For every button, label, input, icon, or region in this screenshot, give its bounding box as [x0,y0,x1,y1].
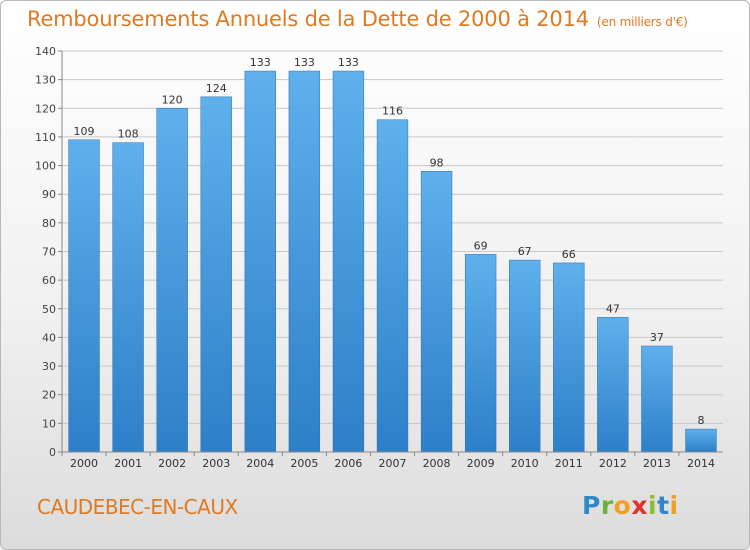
bar [553,262,585,453]
bar [509,259,541,453]
bar [464,254,497,453]
x-tick-label: 2012 [599,457,627,470]
bar [641,345,673,453]
x-tick-label: 2001 [114,457,142,470]
bar-value-label: 133 [294,56,315,69]
bar [288,70,321,453]
bar-value-label: 120 [162,93,183,106]
bar [156,108,188,453]
y-tick-label: 40 [42,331,56,344]
y-tick-label: 30 [42,360,56,373]
bar-value-label: 47 [606,302,620,315]
bar-value-label: 69 [474,239,488,252]
y-tick-label: 10 [42,417,56,430]
proxiti-logo: Proxiti [582,491,679,520]
x-tick-label: 2009 [467,457,495,470]
y-tick-label: 70 [42,246,56,259]
bar [200,96,232,453]
logo-letter: o [613,491,632,520]
bar-value-label: 67 [518,245,532,258]
x-tick-label: 2002 [158,457,186,470]
bar-value-label: 37 [650,331,664,344]
unit-note: (en milliers d'€) [596,15,688,29]
x-tick-label: 2006 [334,457,362,470]
y-tick-label: 20 [42,389,56,402]
y-tick-label: 120 [35,102,56,115]
bar-value-label: 133 [338,56,359,69]
title-text: Remboursements Annuels de la Dette de 20… [27,7,589,31]
y-tick-label: 60 [42,274,56,287]
x-tick-label: 2007 [379,457,407,470]
bar-value-label: 116 [382,105,403,118]
bar [68,139,100,453]
y-tick-label: 110 [35,131,56,144]
bar [376,119,409,453]
bar [597,317,629,453]
bar-value-label: 8 [697,414,704,427]
x-tick-label: 2014 [687,457,715,470]
logo-letter: r [600,491,614,520]
y-tick-label: 100 [35,160,56,173]
x-tick-label: 2003 [202,457,230,470]
x-tick-label: 2005 [290,457,318,470]
bar [332,70,365,453]
y-tick-label: 130 [35,74,56,87]
y-tick-label: 0 [49,446,56,459]
bar-value-label: 133 [250,56,271,69]
chart-title: Remboursements Annuels de la Dette de 20… [27,7,688,31]
logo-letter: x [631,491,648,520]
bar [685,428,717,453]
y-tick-label: 50 [42,303,56,316]
city-name: CAUDEBEC-EN-CAUX [37,495,238,519]
bar [112,142,144,453]
y-tick-label: 90 [42,188,56,201]
logo-letter: P [582,491,601,520]
logo-letter: i [648,491,658,520]
logo-letter: t [657,491,670,520]
bar-value-label: 124 [206,82,227,95]
x-tick-label: 2013 [643,457,671,470]
x-tick-label: 2004 [246,457,274,470]
bar [420,171,453,453]
bar [244,70,276,453]
x-tick-label: 2000 [70,457,98,470]
y-tick-label: 140 [35,45,56,58]
bar-value-label: 66 [562,248,576,261]
y-tick-label: 80 [42,217,56,230]
x-tick-label: 2011 [555,457,583,470]
bar-value-label: 108 [118,128,139,141]
bar-value-label: 98 [430,156,444,169]
x-tick-label: 2010 [511,457,539,470]
bar-value-label: 109 [74,125,95,138]
x-tick-label: 2008 [423,457,451,470]
logo-letter: i [669,491,679,520]
